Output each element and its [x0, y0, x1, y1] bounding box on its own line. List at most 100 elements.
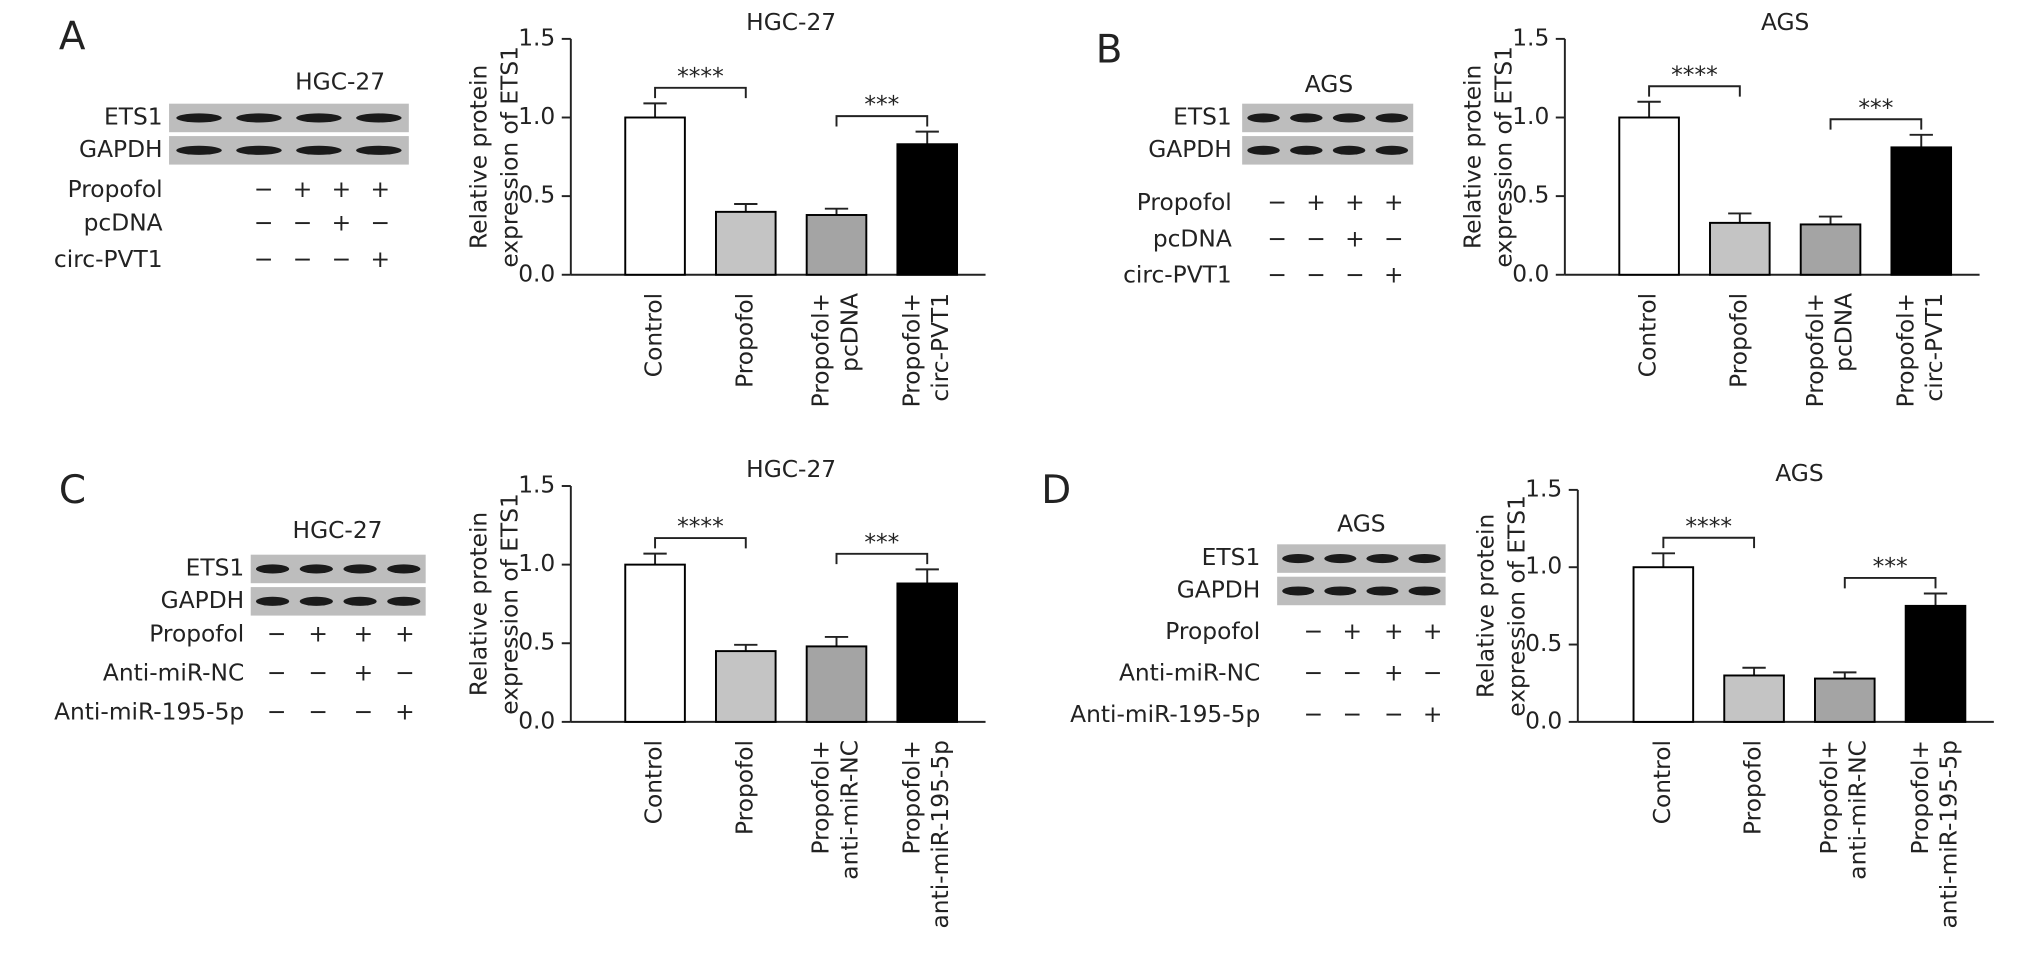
y-axis-label: Relative protein	[1460, 65, 1487, 249]
band-label: GAPDH	[161, 587, 245, 614]
x-tick-label: anti-miR-195-5p	[1935, 740, 1962, 928]
condition-sign: −	[267, 659, 287, 686]
y-tick-label: 0.0	[518, 260, 555, 287]
significance-label: ***	[864, 91, 899, 118]
x-tick-label: Control	[641, 293, 668, 377]
bar	[1632, 566, 1695, 723]
y-tick-label: 1.0	[518, 103, 555, 130]
cell-line: HGC-27	[295, 68, 385, 95]
condition-label: Anti-miR-NC	[103, 659, 244, 686]
condition-sign: −	[1345, 262, 1365, 289]
panel-letter: C	[59, 468, 86, 513]
bar	[715, 650, 777, 723]
y-tick-label: 1.5	[518, 24, 555, 51]
x-tick-label: Control	[1649, 740, 1676, 824]
condition-sign: +	[332, 176, 352, 203]
band-label: GAPDH	[1148, 136, 1232, 163]
band-label: ETS1	[104, 103, 163, 130]
x-tick-label: pcDNA	[836, 293, 863, 372]
condition-sign: +	[1306, 189, 1326, 216]
band-label: GAPDH	[79, 136, 163, 163]
blot-band	[236, 113, 282, 123]
x-tick-label: Propofol+	[1816, 740, 1843, 855]
condition-sign: +	[354, 621, 374, 648]
significance-bracket	[654, 537, 747, 549]
x-tick-label: Propofol+	[898, 293, 925, 408]
significance-label: ***	[1858, 94, 1893, 121]
condition-sign: +	[332, 210, 352, 237]
significance-bracket	[1843, 576, 1937, 589]
x-tick-label: Propofol	[1725, 293, 1752, 388]
cell-line: AGS	[1337, 510, 1385, 537]
condition-sign: +	[1384, 189, 1404, 216]
significance-label: ***	[1873, 553, 1908, 580]
condition-sign: −	[254, 246, 274, 273]
cell-line: HGC-27	[293, 517, 383, 544]
y-tick-label: 1.5	[518, 472, 555, 499]
condition-sign: +	[1384, 618, 1404, 645]
blot-band	[1247, 145, 1280, 155]
condition-sign: −	[267, 621, 287, 648]
chart-title: AGS	[1775, 460, 1823, 487]
chart-title: HGC-27	[746, 9, 836, 36]
band-label: ETS1	[1202, 544, 1261, 571]
blot-band	[255, 564, 290, 574]
condition-sign: +	[1345, 225, 1365, 252]
blot-band	[236, 145, 282, 155]
condition-sign: −	[1306, 262, 1326, 289]
blot-band	[1408, 554, 1441, 564]
condition-sign: −	[293, 210, 313, 237]
significance-bracket	[1662, 536, 1756, 549]
condition-sign: +	[308, 621, 328, 648]
bar	[896, 143, 959, 276]
condition-label: Propofol	[1137, 189, 1232, 216]
condition-sign: +	[371, 246, 391, 273]
condition-sign: +	[293, 176, 313, 203]
condition-sign: −	[332, 246, 352, 273]
condition-label: Propofol	[149, 621, 244, 648]
y-tick-label: 0.0	[518, 707, 555, 734]
condition-sign: −	[1304, 618, 1324, 645]
condition-sign: +	[371, 176, 391, 203]
condition-sign: −	[1384, 225, 1404, 252]
chart-title: AGS	[1761, 9, 1809, 36]
condition-sign: −	[395, 659, 415, 686]
bar	[624, 116, 686, 276]
x-tick-label: Propofol+	[808, 293, 835, 408]
significance-label: ****	[1671, 61, 1718, 88]
blot-band	[1375, 145, 1409, 155]
band-label: ETS1	[186, 554, 245, 581]
blot-band	[1375, 113, 1409, 123]
significance-bracket	[1829, 118, 1923, 130]
blot-band	[296, 113, 342, 123]
significance-label: ****	[677, 63, 724, 90]
bar	[896, 582, 959, 723]
y-axis-label: expression of ETS1	[1504, 495, 1531, 717]
band-label: ETS1	[1173, 103, 1232, 130]
condition-sign: −	[254, 210, 274, 237]
blot-band	[387, 564, 421, 574]
condition-sign: +	[395, 621, 415, 648]
y-axis-label: Relative protein	[466, 512, 493, 696]
condition-label: circ-PVT1	[1123, 262, 1232, 289]
condition-sign: +	[1345, 189, 1365, 216]
band-label: GAPDH	[1177, 576, 1261, 603]
condition-sign: −	[1304, 659, 1324, 686]
blot-band	[1366, 586, 1399, 596]
x-tick-label: Control	[641, 740, 668, 824]
condition-label: Anti-miR-195-5p	[54, 698, 244, 725]
significance-label: ****	[1685, 513, 1732, 540]
y-tick-label: 0.0	[1512, 260, 1549, 287]
blot-band	[296, 145, 342, 155]
bar	[805, 214, 868, 276]
condition-sign: −	[1343, 659, 1363, 686]
y-tick-label: 0.5	[1512, 182, 1549, 209]
condition-sign: −	[1304, 701, 1324, 728]
blot-band	[1290, 145, 1323, 155]
x-tick-label: Propofol+	[808, 740, 835, 855]
condition-label: Anti-miR-NC	[1119, 659, 1260, 686]
condition-label: pcDNA	[84, 210, 163, 237]
y-tick-label: 1.0	[1512, 103, 1549, 130]
blot-band	[343, 564, 377, 574]
